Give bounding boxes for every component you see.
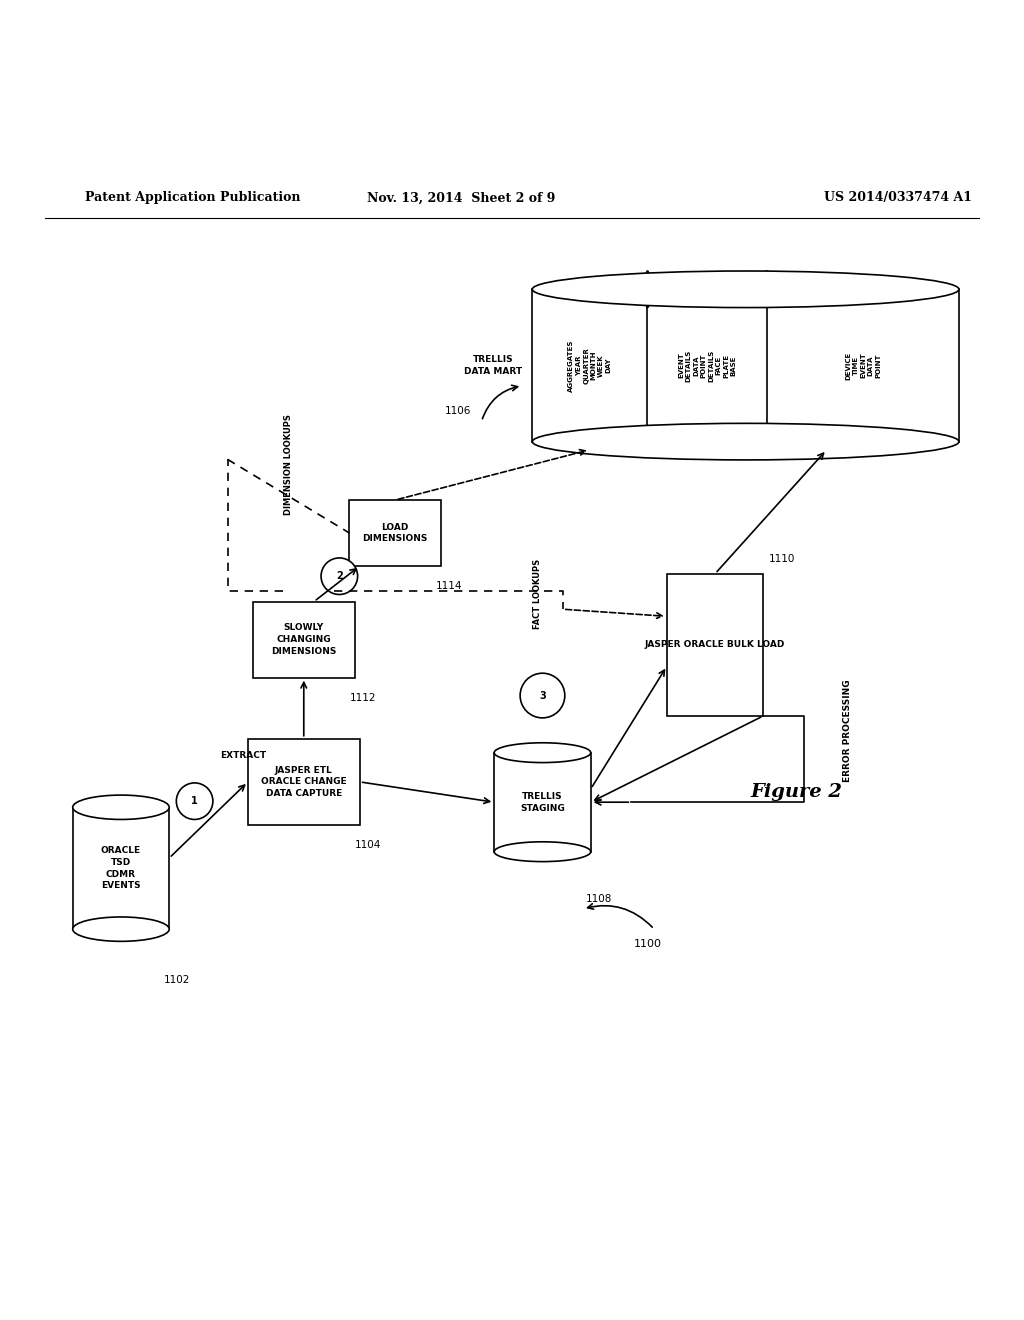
Text: 1106: 1106 bbox=[445, 407, 471, 416]
Text: Nov. 13, 2014  Sheet 2 of 9: Nov. 13, 2014 Sheet 2 of 9 bbox=[367, 191, 555, 205]
Text: Figure 2: Figure 2 bbox=[751, 783, 843, 801]
Text: 1110: 1110 bbox=[768, 553, 795, 564]
Bar bbox=[253, 602, 354, 677]
Bar bbox=[667, 574, 763, 715]
Bar bbox=[73, 808, 169, 929]
Text: DEVICE
TIME
EVENT
DATA
POINT: DEVICE TIME EVENT DATA POINT bbox=[845, 351, 881, 380]
Bar bbox=[349, 500, 441, 566]
Bar bbox=[495, 752, 591, 851]
Text: 1104: 1104 bbox=[354, 841, 381, 850]
Text: 2: 2 bbox=[336, 572, 343, 581]
Ellipse shape bbox=[73, 917, 169, 941]
Text: SLOWLY
CHANGING
DIMENSIONS: SLOWLY CHANGING DIMENSIONS bbox=[271, 623, 337, 656]
Text: TRELLIS
STAGING: TRELLIS STAGING bbox=[520, 792, 565, 813]
Circle shape bbox=[520, 673, 565, 718]
Text: US 2014/0337474 A1: US 2014/0337474 A1 bbox=[824, 191, 972, 205]
Text: 1114: 1114 bbox=[436, 581, 462, 591]
Ellipse shape bbox=[532, 424, 958, 459]
Ellipse shape bbox=[73, 795, 169, 820]
Text: 3: 3 bbox=[539, 690, 546, 701]
Text: 1108: 1108 bbox=[586, 894, 612, 904]
Text: Patent Application Publication: Patent Application Publication bbox=[85, 191, 301, 205]
Text: 1112: 1112 bbox=[349, 693, 376, 704]
Ellipse shape bbox=[495, 743, 591, 763]
Text: 1100: 1100 bbox=[634, 940, 662, 949]
Ellipse shape bbox=[532, 271, 958, 308]
Circle shape bbox=[176, 783, 213, 820]
Text: 1102: 1102 bbox=[164, 975, 190, 985]
Text: JASPER ETL
ORACLE CHANGE
DATA CAPTURE: JASPER ETL ORACLE CHANGE DATA CAPTURE bbox=[261, 766, 346, 799]
Text: TRELLIS
DATA MART: TRELLIS DATA MART bbox=[464, 355, 522, 376]
Bar bbox=[532, 289, 958, 442]
Text: 1: 1 bbox=[191, 796, 198, 807]
Text: ORACLE
TSD
CDMR
EVENTS: ORACLE TSD CDMR EVENTS bbox=[101, 846, 141, 891]
Text: EVENT
DETAILS
DATA
POINT
DETAILS
FACE
PLATE
BASE: EVENT DETAILS DATA POINT DETAILS FACE PL… bbox=[678, 350, 736, 381]
Ellipse shape bbox=[764, 271, 769, 308]
Bar bbox=[248, 739, 359, 825]
Ellipse shape bbox=[645, 271, 650, 308]
Ellipse shape bbox=[495, 842, 591, 862]
Text: FACT LOOKUPS: FACT LOOKUPS bbox=[532, 558, 542, 630]
Text: JASPER ORACLE BULK LOAD: JASPER ORACLE BULK LOAD bbox=[645, 640, 785, 649]
Text: DIMENSION LOOKUPS: DIMENSION LOOKUPS bbox=[284, 414, 293, 515]
Text: ERROR PROCESSING: ERROR PROCESSING bbox=[843, 680, 852, 783]
Circle shape bbox=[322, 558, 357, 594]
Text: AGGREGATES
YEAR
QUARTER
MONTH
WEEK
DAY: AGGREGATES YEAR QUARTER MONTH WEEK DAY bbox=[568, 339, 611, 392]
Text: EXTRACT: EXTRACT bbox=[220, 751, 266, 760]
Text: LOAD
DIMENSIONS: LOAD DIMENSIONS bbox=[362, 523, 428, 544]
